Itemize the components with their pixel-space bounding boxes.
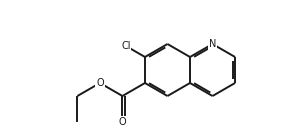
Text: Cl: Cl xyxy=(121,41,131,51)
Text: O: O xyxy=(96,78,104,88)
Text: N: N xyxy=(209,39,216,49)
Text: O: O xyxy=(119,117,126,127)
